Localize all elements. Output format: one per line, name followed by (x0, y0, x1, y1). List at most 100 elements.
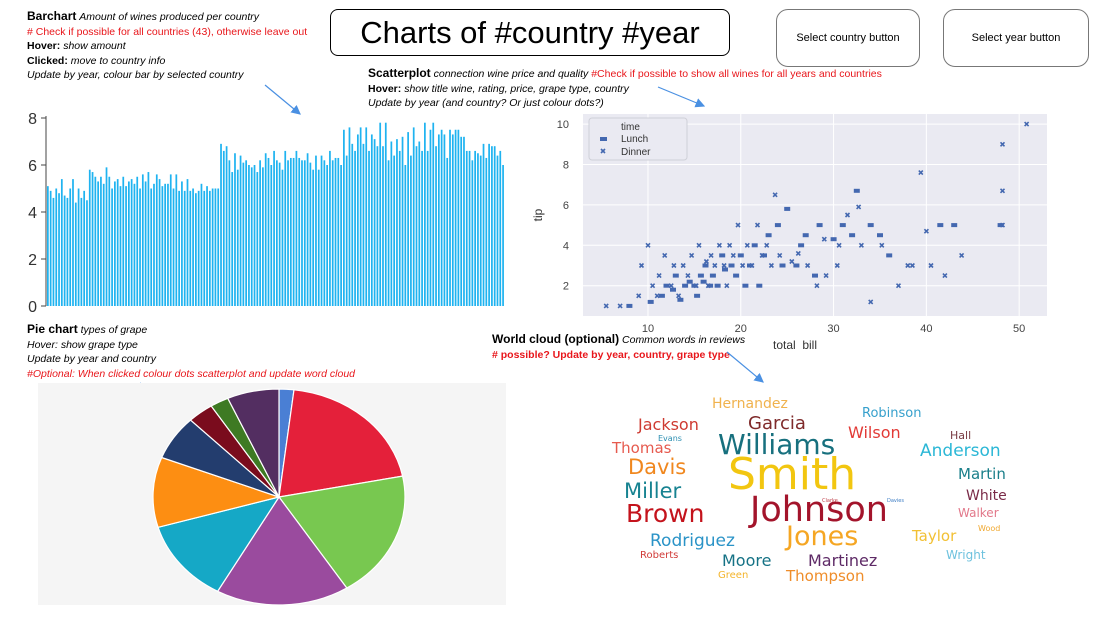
bar (267, 157, 270, 306)
scatter-point-dinner (895, 283, 902, 289)
scatter-arrow (657, 86, 706, 108)
scatter-point-lunch (774, 223, 781, 228)
bar (382, 146, 384, 306)
select-year-button[interactable]: Select year button (943, 9, 1089, 67)
barchart-notes: Barchart Amount of wines produced per co… (27, 9, 317, 83)
bar (105, 167, 108, 306)
scatter-point-dinner (749, 262, 755, 269)
word-cloud-word: Jones (786, 521, 859, 552)
bar (139, 188, 141, 306)
bar (451, 134, 454, 306)
legend-marker-dinner (600, 148, 606, 154)
bar (373, 139, 376, 306)
scatter-notes: Scatterplot connection wine price and qu… (368, 66, 928, 111)
word-cloud-word: Jackson (638, 415, 699, 434)
barchart-update-note: Update by year, colour bar by selected c… (27, 69, 244, 81)
bar (102, 183, 105, 306)
bar (116, 179, 119, 306)
scatter-point-lunch (709, 273, 716, 278)
bar (147, 172, 150, 306)
scatter-point-dinner (777, 252, 783, 258)
scatter-point-dinner (656, 273, 662, 279)
bar (58, 193, 60, 306)
bar (477, 153, 479, 306)
bar (203, 190, 206, 306)
barchart-hover-label: Hover: (27, 40, 61, 52)
scatter-point-dinner (821, 236, 827, 242)
word-cloud-word: Johnson (750, 490, 888, 530)
x-tick-label: 40 (920, 323, 932, 335)
bar (270, 165, 273, 306)
bar (91, 172, 94, 306)
barchart-heading: Barchart (27, 9, 77, 23)
scatter-point-lunch (816, 223, 823, 228)
y-tick-label: 0 (28, 299, 37, 316)
bar (384, 122, 387, 306)
bar (189, 190, 192, 306)
scatter-point-lunch (728, 263, 735, 268)
bar (479, 155, 482, 306)
y-tick-label: 2 (28, 252, 37, 269)
scatter-point-dinner (795, 250, 801, 256)
bar (345, 155, 348, 306)
scatter-point-lunch (677, 297, 684, 302)
legend-label-lunch: Lunch (621, 134, 648, 145)
bar (88, 169, 91, 306)
scatter-point-dinner (905, 262, 911, 269)
scatter-point-dinner (923, 228, 929, 234)
pie-optional-note: #Optional: When clicked colour dots scat… (27, 367, 356, 380)
bar (331, 160, 334, 306)
scatter-point-lunch (719, 253, 726, 258)
bar (387, 160, 390, 306)
bar (167, 183, 169, 306)
scatter-update-note: Update by year (and country? Or just col… (368, 97, 604, 109)
scatter-point-lunch (798, 243, 805, 248)
bar (248, 165, 250, 306)
bar (200, 183, 203, 306)
scatter-point-dinner (999, 141, 1006, 147)
scatter-point-lunch (733, 273, 740, 278)
select-country-button[interactable]: Select country button (776, 9, 920, 67)
scatter-point-lunch (707, 283, 714, 288)
scatter-check-note: #Check if possible to show all wines for… (591, 68, 882, 80)
bar (440, 129, 443, 306)
bar (398, 150, 401, 306)
bar (125, 186, 127, 306)
word-cloud-word: Moore (722, 551, 772, 570)
y-tick-label: 2 (563, 281, 569, 293)
scatter-point-lunch (700, 279, 707, 284)
bar (69, 188, 72, 306)
bar (443, 134, 446, 306)
word-cloud-word: Thompson (786, 567, 865, 585)
bar (303, 160, 306, 306)
scatter-point-lunch (997, 223, 1004, 228)
bar (496, 155, 499, 306)
x-tick-label: 10 (642, 323, 654, 335)
bar (301, 160, 303, 306)
scatter-point-dinner (999, 222, 1006, 228)
bar (356, 134, 359, 306)
bar (49, 190, 52, 306)
bar (155, 174, 158, 306)
word-cloud-word: Green (718, 570, 749, 581)
legend-title: time (621, 122, 640, 133)
scatter-hover-text: show title wine, rating, price, grape ty… (404, 82, 629, 95)
barchart-hover-text: show amount (63, 40, 126, 52)
scatter-point-lunch (672, 273, 679, 278)
scatter-point-lunch (812, 273, 818, 278)
scatter-point-lunch (697, 273, 704, 278)
scatter-point-lunch (937, 223, 944, 228)
bar (256, 172, 259, 306)
scatter-point-lunch (686, 279, 693, 284)
scatter-point-dinner (654, 293, 660, 299)
bar (52, 197, 55, 306)
word-cloud-word: Wood (978, 524, 1001, 533)
bar (122, 176, 125, 306)
scatter-point-lunch (626, 303, 633, 308)
scatter-point-dinner (740, 262, 746, 269)
bar (463, 136, 465, 306)
bar (432, 122, 435, 306)
bar (393, 155, 396, 306)
bar (83, 190, 86, 306)
bar (343, 129, 345, 306)
